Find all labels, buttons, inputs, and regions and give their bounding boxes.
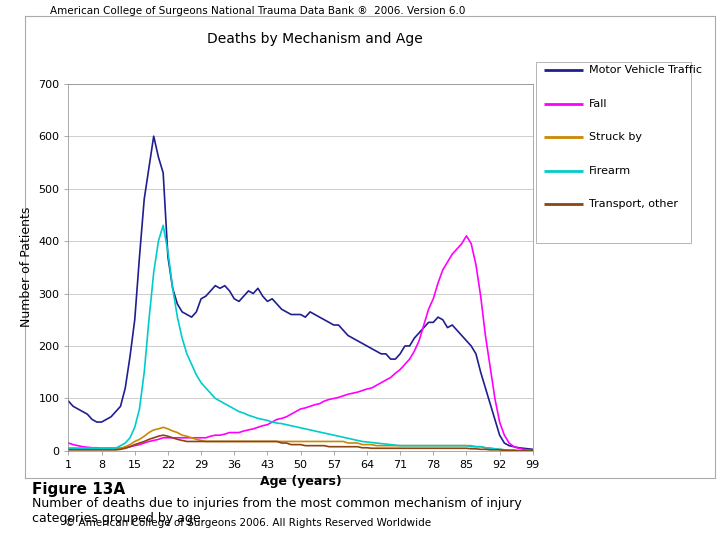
Text: American College of Surgeons National Trauma Data Bank ®  2006. Version 6.0: American College of Surgeons National Tr… xyxy=(50,6,466,17)
Text: Figure 13A: Figure 13A xyxy=(32,482,125,497)
Motor Vehicle Traffic xyxy=(149,133,158,139)
Firearm xyxy=(528,448,537,454)
Motor Vehicle Traffic xyxy=(211,282,220,289)
Fall xyxy=(462,233,471,239)
Fall xyxy=(64,440,73,446)
Motor Vehicle Traffic xyxy=(433,314,442,320)
Struck by xyxy=(528,448,537,454)
Text: Fall: Fall xyxy=(589,99,608,109)
Struck by xyxy=(301,438,310,445)
Transport, other xyxy=(433,445,442,451)
Firearm xyxy=(178,335,186,341)
Struck by xyxy=(159,424,168,430)
Transport, other xyxy=(514,448,523,454)
Text: Transport, other: Transport, other xyxy=(589,199,678,209)
Motor Vehicle Traffic xyxy=(315,314,324,320)
Transport, other xyxy=(64,447,73,453)
Text: Number of deaths due to injuries from the most common mechanism of injury
catego: Number of deaths due to injuries from th… xyxy=(32,497,522,525)
Fall xyxy=(173,435,181,441)
Line: Struck by: Struck by xyxy=(68,427,533,451)
Text: Firearm: Firearm xyxy=(589,166,631,176)
Firearm xyxy=(159,222,168,228)
Motor Vehicle Traffic xyxy=(64,398,73,404)
Fall xyxy=(206,433,215,440)
Firearm xyxy=(64,445,73,451)
Motor Vehicle Traffic xyxy=(178,309,186,315)
Text: Deaths by Mechanism and Age: Deaths by Mechanism and Age xyxy=(207,32,423,46)
X-axis label: Age (years): Age (years) xyxy=(260,476,341,489)
Struck by xyxy=(433,442,442,449)
Transport, other xyxy=(178,437,186,444)
Firearm xyxy=(433,442,442,449)
Text: Motor Vehicle Traffic: Motor Vehicle Traffic xyxy=(589,65,702,75)
Fall xyxy=(528,447,537,454)
Y-axis label: Number of Patients: Number of Patients xyxy=(19,207,32,327)
Fall xyxy=(310,402,319,408)
Fall xyxy=(297,406,305,412)
Transport, other xyxy=(315,442,324,449)
Line: Fall: Fall xyxy=(68,236,533,450)
Firearm xyxy=(211,395,220,402)
Transport, other xyxy=(301,442,310,449)
Motor Vehicle Traffic xyxy=(192,309,201,315)
Struck by xyxy=(64,445,73,451)
Transport, other xyxy=(192,438,201,445)
Transport, other xyxy=(211,438,220,445)
Firearm xyxy=(514,448,523,454)
Firearm xyxy=(192,372,201,378)
Struck by xyxy=(192,436,201,443)
Text: Struck by: Struck by xyxy=(589,132,642,142)
Line: Motor Vehicle Traffic: Motor Vehicle Traffic xyxy=(68,136,533,449)
Struck by xyxy=(519,448,528,454)
Transport, other xyxy=(528,448,537,454)
Fall xyxy=(429,295,438,302)
Transport, other xyxy=(159,432,168,438)
Fall xyxy=(187,435,196,441)
Firearm xyxy=(315,429,324,435)
Struck by xyxy=(178,432,186,438)
Line: Firearm: Firearm xyxy=(68,225,533,451)
Text: © American College of Surgeons 2006. All Rights Reserved Worldwide: © American College of Surgeons 2006. All… xyxy=(65,518,431,528)
Struck by xyxy=(315,438,324,445)
Motor Vehicle Traffic xyxy=(528,446,537,453)
Firearm xyxy=(301,426,310,432)
Motor Vehicle Traffic xyxy=(301,314,310,320)
Struck by xyxy=(211,438,220,445)
Line: Transport, other: Transport, other xyxy=(68,435,533,451)
